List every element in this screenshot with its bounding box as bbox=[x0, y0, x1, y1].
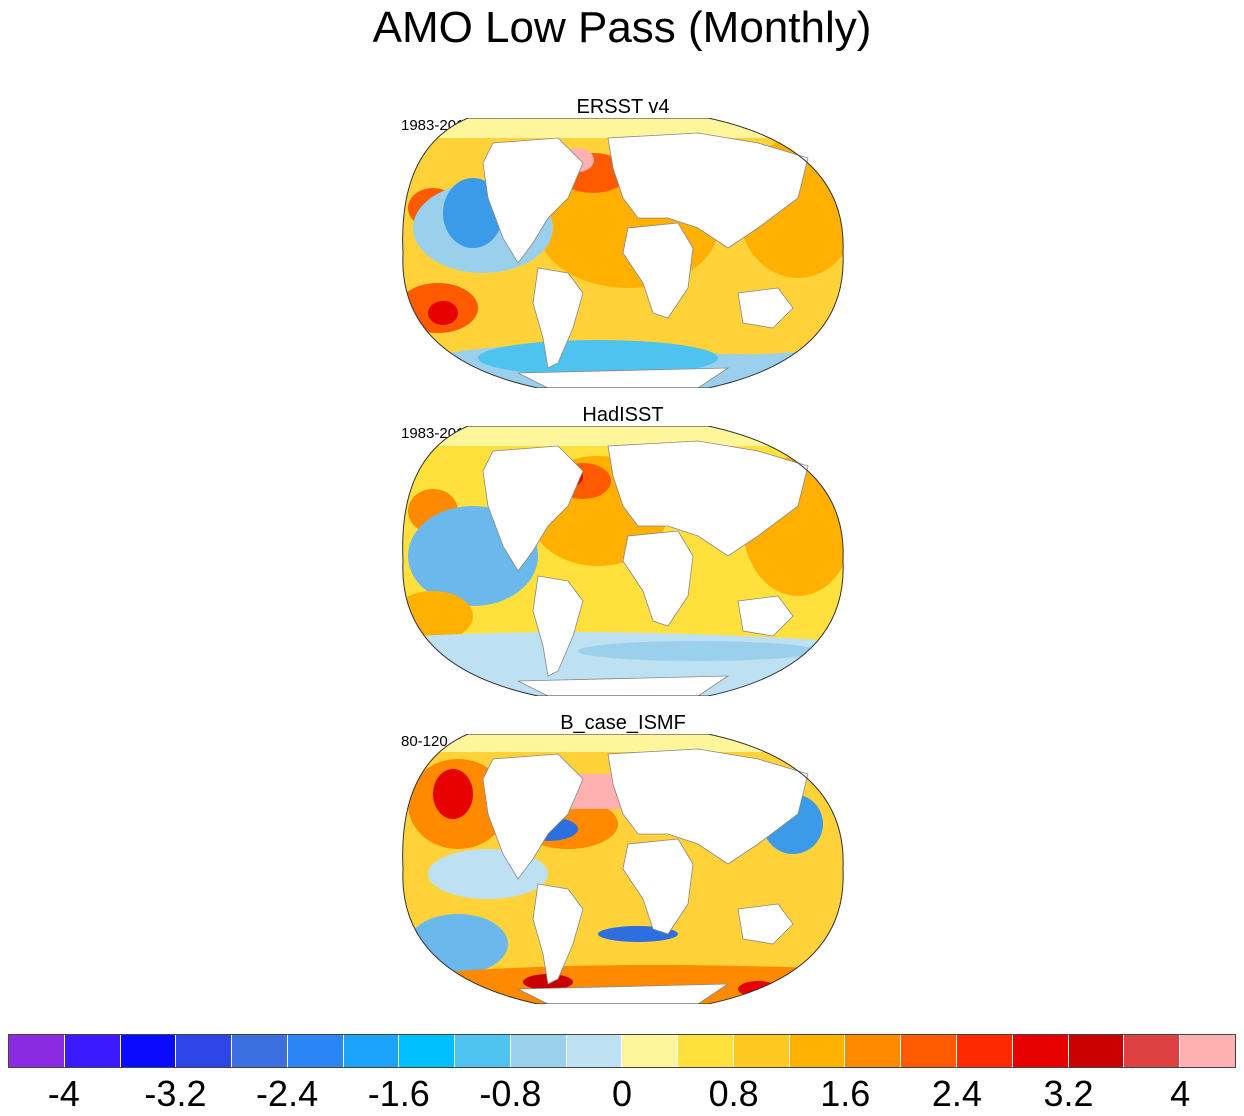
land-masses bbox=[482, 440, 809, 696]
colorbar-bin bbox=[510, 1035, 567, 1067]
land-masses bbox=[482, 748, 809, 1004]
colorbar-bin bbox=[176, 1035, 233, 1067]
map-panel-hadisst: HadISST 1983-2013 bbox=[398, 404, 848, 704]
colorbar-bin bbox=[9, 1035, 65, 1067]
figure-title: AMO Low Pass (Monthly) bbox=[372, 3, 872, 52]
colorbar-tick-label: -1.6 bbox=[367, 1073, 430, 1114]
colorbar-bin bbox=[287, 1035, 344, 1067]
colorbar-tick-label: 0.8 bbox=[708, 1073, 759, 1114]
colorbar-bin bbox=[622, 1035, 679, 1067]
colorbar-tick-label: -4 bbox=[47, 1073, 80, 1114]
colorbar-bin bbox=[64, 1035, 121, 1067]
colorbar-bin bbox=[455, 1035, 511, 1067]
colorbar-bin bbox=[343, 1035, 400, 1067]
colorbar-bin bbox=[845, 1035, 902, 1067]
colorbar-bin bbox=[232, 1035, 288, 1067]
colorbar-tick-label: -2.4 bbox=[256, 1073, 319, 1114]
colorbar-bin bbox=[789, 1035, 846, 1067]
colorbar-bin bbox=[957, 1035, 1013, 1067]
panel-title: HadISST bbox=[582, 404, 664, 426]
colorbar-tick-label: 0 bbox=[611, 1073, 633, 1114]
colorbar-bin bbox=[1180, 1035, 1235, 1067]
panel-title: ERSST v4 bbox=[576, 96, 670, 118]
map-panel-b-case-ismf: B_case_ISMF 80-120 bbox=[398, 712, 848, 1012]
colorbar-tick-label: -3.2 bbox=[144, 1073, 207, 1114]
colorbar-tick-label: 2.4 bbox=[931, 1073, 982, 1114]
ssta-map bbox=[402, 734, 844, 1004]
colorbar bbox=[8, 1034, 1236, 1068]
colorbar-bin bbox=[566, 1035, 623, 1067]
ssta-map bbox=[402, 118, 844, 388]
colorbar-bin bbox=[733, 1035, 790, 1067]
colorbar-bin bbox=[678, 1035, 734, 1067]
map-panel-ersst: ERSST v4 1983-2013 bbox=[398, 96, 848, 396]
land-masses bbox=[482, 132, 809, 388]
ssta-map bbox=[402, 426, 844, 696]
colorbar-bin bbox=[399, 1035, 456, 1067]
colorbar-tick-label: 4 bbox=[1170, 1073, 1191, 1114]
colorbar-tick-label: -0.8 bbox=[479, 1073, 542, 1114]
colorbar-bin bbox=[120, 1035, 177, 1067]
panel-period: 80-120 bbox=[401, 733, 448, 750]
colorbar-bin bbox=[1124, 1035, 1181, 1067]
colorbar-tick-label: 1.6 bbox=[820, 1073, 871, 1114]
colorbar-tick-label: 3.2 bbox=[1043, 1073, 1094, 1114]
panel-title: B_case_ISMF bbox=[560, 712, 686, 734]
colorbar-bin bbox=[1068, 1035, 1125, 1067]
colorbar-bin bbox=[901, 1035, 958, 1067]
colorbar-bin bbox=[1012, 1035, 1069, 1067]
